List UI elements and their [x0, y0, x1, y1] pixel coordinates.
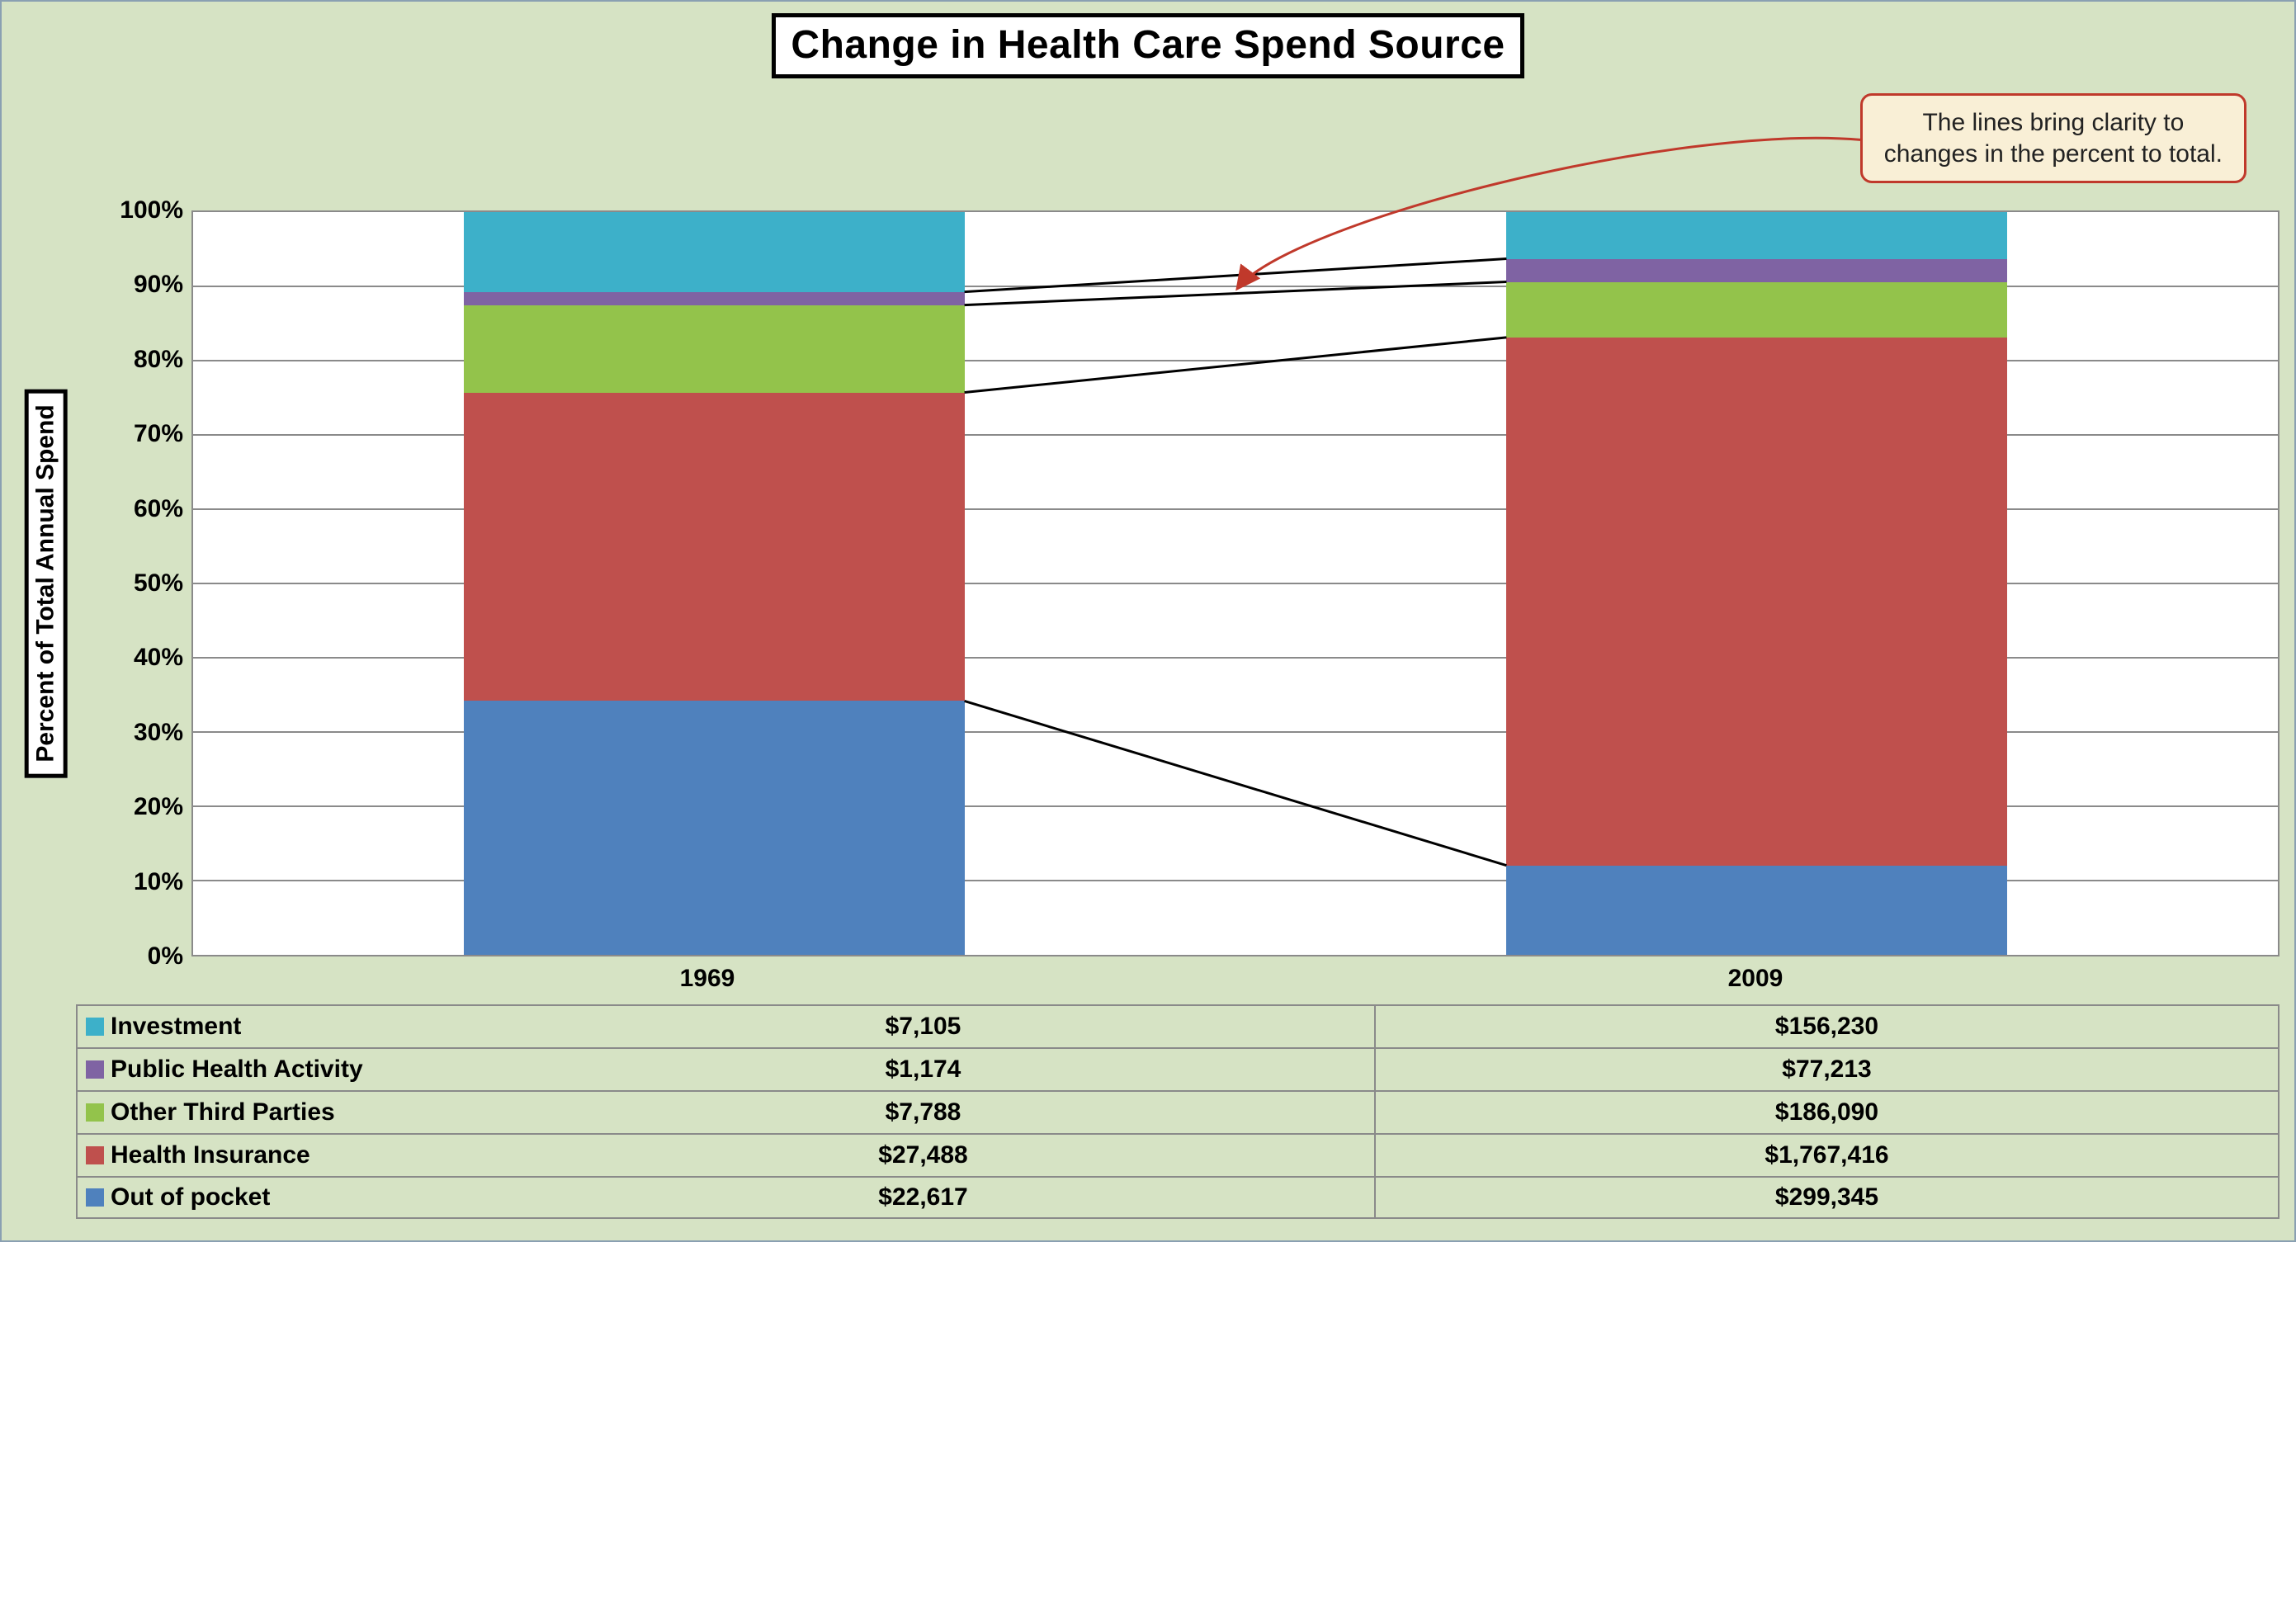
legend-label-other_third: Other Third Parties [111, 1098, 335, 1126]
legend-swatch-health_ins [86, 1146, 104, 1164]
y-tick-label: 30% [134, 719, 183, 747]
callout-line-1: The lines bring clarity to [1884, 107, 2223, 139]
x-label-1969: 1969 [183, 965, 1231, 993]
x-label-2009: 2009 [1231, 965, 2279, 993]
plot-area [191, 210, 2279, 956]
y-tick-label: 70% [134, 420, 183, 448]
gridlines [193, 212, 2278, 955]
cell-2009-other_third: $186,090 [1376, 1090, 2279, 1133]
legend-swatch-public_health [86, 1060, 104, 1079]
y-tick-label: 60% [134, 495, 183, 523]
chart-top-spacer: The lines bring clarity to changes in th… [17, 78, 2279, 210]
cell-1969-other_third: $7,788 [472, 1090, 1376, 1133]
title-wrap: Change in Health Care Spend Source [17, 10, 2279, 78]
cell-1969-investment: $7,105 [472, 1004, 1376, 1047]
legend-row-public_health: Public Health Activity [76, 1047, 472, 1090]
legend-row-health_ins: Health Insurance [76, 1133, 472, 1176]
legend-swatch-investment [86, 1018, 104, 1036]
legend-label-out_of_pocket: Out of pocket [111, 1183, 270, 1211]
cell-1969-public_health: $1,174 [472, 1047, 1376, 1090]
data-columns: $7,105$1,174$7,788$27,488$22,617 $156,23… [472, 1004, 2279, 1219]
legend-column: Investment Public Health Activity Other Th… [76, 1004, 472, 1219]
data-column-1969: $7,105$1,174$7,788$27,488$22,617 [472, 1004, 1376, 1219]
cell-2009-health_ins: $1,767,416 [1376, 1133, 2279, 1176]
y-tick-label: 90% [134, 271, 183, 299]
chart-panel: Change in Health Care Spend Source The l… [0, 0, 2296, 1242]
y-tick-label: 80% [134, 346, 183, 374]
cell-2009-public_health: $77,213 [1376, 1047, 2279, 1090]
cell-2009-investment: $156,230 [1376, 1004, 2279, 1047]
y-axis-title: Percent of Total Annual Spend [25, 389, 68, 777]
y-axis-title-wrap: Percent of Total Annual Spend [17, 210, 76, 956]
cell-1969-health_ins: $27,488 [472, 1133, 1376, 1176]
chart-area: Percent of Total Annual Spend 0%10%20%30… [17, 210, 2279, 956]
legend-row-other_third: Other Third Parties [76, 1090, 472, 1133]
y-axis-tick-labels: 0%10%20%30%40%50%60%70%80%90%100% [76, 210, 191, 956]
callout-line-2: changes in the percent to total. [1884, 139, 2223, 170]
legend-label-public_health: Public Health Activity [111, 1056, 363, 1084]
legend-label-investment: Investment [111, 1013, 241, 1041]
legend-swatch-out_of_pocket [86, 1188, 104, 1207]
legend-row-investment: Investment [76, 1004, 472, 1047]
y-tick-label: 40% [134, 644, 183, 672]
legend-row-out_of_pocket: Out of pocket [76, 1176, 472, 1219]
chart-title: Change in Health Care Spend Source [772, 13, 1524, 78]
data-table: Investment Public Health Activity Other Th… [76, 1004, 2279, 1219]
data-column-2009: $156,230$77,213$186,090$1,767,416$299,34… [1376, 1004, 2279, 1219]
y-tick-label: 20% [134, 793, 183, 821]
annotation-callout: The lines bring clarity to changes in th… [1860, 93, 2246, 183]
legend-label-health_ins: Health Insurance [111, 1141, 310, 1169]
y-tick-label: 0% [148, 942, 183, 971]
x-axis-labels: 1969 2009 [183, 956, 2279, 1004]
y-tick-label: 10% [134, 868, 183, 896]
legend-swatch-other_third [86, 1103, 104, 1122]
y-tick-label: 100% [120, 196, 183, 224]
y-tick-label: 50% [134, 569, 183, 597]
cell-1969-out_of_pocket: $22,617 [472, 1176, 1376, 1219]
cell-2009-out_of_pocket: $299,345 [1376, 1176, 2279, 1219]
